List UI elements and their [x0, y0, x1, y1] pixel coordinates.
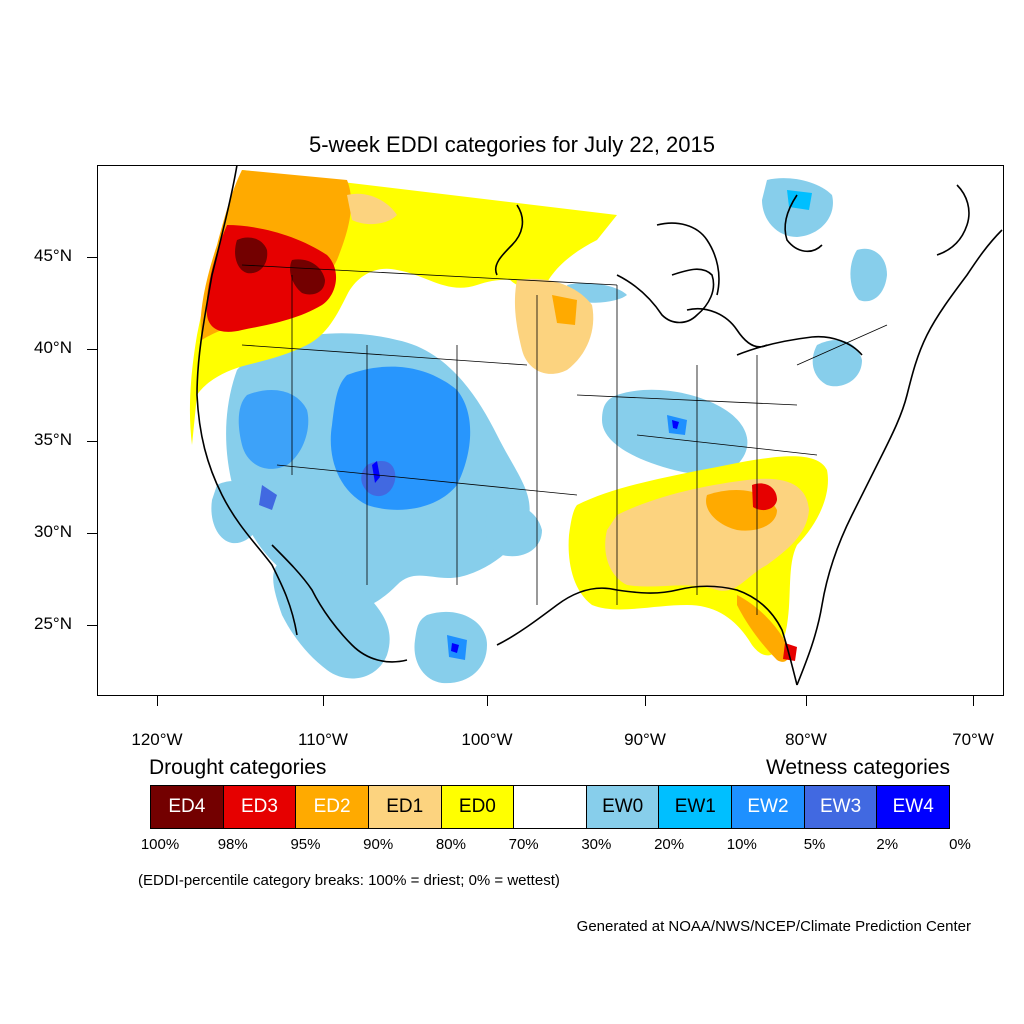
legend-swatch-ed2: ED2: [296, 786, 369, 828]
map-border: [97, 165, 1004, 696]
dry-region-southeast: [568, 456, 828, 662]
lat-tick: [87, 257, 97, 258]
state-borders: [241, 264, 888, 615]
lat-label: 40°N: [34, 338, 72, 357]
legend-swatch-ed1: ED1: [368, 786, 442, 828]
drought-categories-heading: Drought categories: [149, 756, 327, 779]
legend-swatch-ew4: EW4: [877, 786, 950, 828]
map-panel: [97, 165, 1004, 696]
map-title: 5-week EDDI categories for July 22, 2015: [309, 132, 715, 157]
lon-tick: [645, 696, 646, 706]
lat-tick: [87, 533, 97, 534]
legend-swatch-ew1: EW1: [659, 786, 733, 828]
legend-break-label: 10%: [726, 836, 757, 853]
coastlines: [196, 165, 1003, 686]
legend-break-label: 5%: [803, 836, 826, 853]
legend-swatch-blank: [514, 786, 587, 828]
legend-swatch-ed0: ED0: [441, 786, 515, 828]
lat-tick: [87, 441, 97, 442]
lat-label: 45°N: [34, 246, 72, 265]
legend-break-label: 80%: [435, 836, 466, 853]
legend-break-label: 90%: [363, 836, 394, 853]
legend-break-label: 95%: [290, 836, 321, 853]
credit-line: Generated at NOAA/NWS/NCEP/Climate Predi…: [576, 918, 971, 935]
legend-break-label: 2%: [876, 836, 899, 853]
legend-swatch-ed3: ED3: [223, 786, 297, 828]
lon-tick: [323, 696, 324, 706]
legend-break-label: 98%: [217, 836, 248, 853]
lon-tick: [157, 696, 158, 706]
legend-note: (EDDI-percentile category breaks: 100% =…: [138, 872, 560, 889]
legend-break-label: 20%: [654, 836, 685, 853]
legend-swatch-ed4: ED4: [151, 786, 224, 828]
lat-tick: [87, 625, 97, 626]
legend-break-label: 70%: [508, 836, 539, 853]
dry-region-northwest: [189, 170, 617, 445]
lon-label: 100°W: [461, 730, 513, 749]
lon-tick: [973, 696, 974, 706]
lat-tick: [87, 349, 97, 350]
wet-region-west: [211, 333, 542, 684]
legend-color-bar: ED4 ED3 ED2 ED1 ED0 EW0 EW1 EW2 EW3 EW4: [150, 785, 950, 829]
legend-swatch-ew2: EW2: [732, 786, 805, 828]
wetness-categories-heading: Wetness categories: [765, 756, 950, 779]
legend-break-label: 30%: [581, 836, 612, 853]
lon-tick: [806, 696, 807, 706]
lon-tick: [487, 696, 488, 706]
lon-label: 90°W: [624, 730, 666, 749]
lat-label: 35°N: [34, 430, 72, 449]
lon-label: 80°W: [785, 730, 827, 749]
legend-swatch-ew0: EW0: [586, 786, 660, 828]
lat-label: 25°N: [34, 614, 72, 633]
eddi-map: [97, 165, 1004, 696]
lat-label: 30°N: [34, 522, 72, 541]
lon-label: 70°W: [952, 730, 994, 749]
legend-swatch-ew3: EW3: [804, 786, 878, 828]
legend-break-label: 0%: [949, 836, 971, 853]
wet-region-east: [567, 178, 887, 475]
lon-label: 120°W: [131, 730, 183, 749]
lon-label: 110°W: [298, 730, 348, 749]
legend-break-label: 100%: [140, 836, 180, 853]
